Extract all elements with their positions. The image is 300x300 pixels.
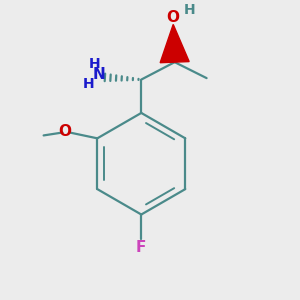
Text: H: H: [183, 4, 195, 17]
Text: H: H: [89, 57, 101, 71]
Text: N: N: [93, 67, 106, 82]
Text: O: O: [167, 10, 180, 25]
Polygon shape: [160, 24, 189, 63]
Text: F: F: [136, 240, 146, 255]
Text: H: H: [82, 77, 94, 92]
Text: O: O: [58, 124, 71, 139]
